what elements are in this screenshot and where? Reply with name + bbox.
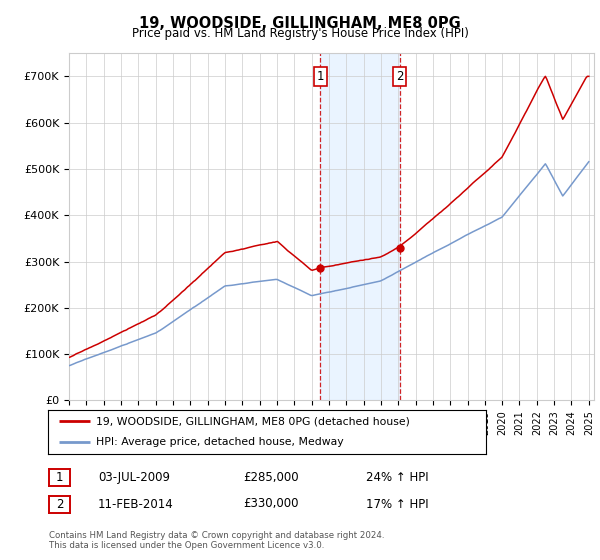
Text: 2: 2 [396, 70, 403, 83]
Text: 1: 1 [316, 70, 324, 83]
Text: 11-FEB-2014: 11-FEB-2014 [98, 497, 173, 511]
Text: 19, WOODSIDE, GILLINGHAM, ME8 0PG (detached house): 19, WOODSIDE, GILLINGHAM, ME8 0PG (detac… [96, 416, 410, 426]
Text: 1: 1 [56, 471, 64, 484]
Text: 17% ↑ HPI: 17% ↑ HPI [366, 497, 428, 511]
Text: 19, WOODSIDE, GILLINGHAM, ME8 0PG: 19, WOODSIDE, GILLINGHAM, ME8 0PG [139, 16, 461, 31]
Text: Price paid vs. HM Land Registry's House Price Index (HPI): Price paid vs. HM Land Registry's House … [131, 27, 469, 40]
Text: £330,000: £330,000 [243, 497, 299, 511]
Text: £285,000: £285,000 [243, 470, 299, 484]
Text: HPI: Average price, detached house, Medway: HPI: Average price, detached house, Medw… [96, 437, 344, 447]
Bar [320, 53, 400, 400]
Text: Contains HM Land Registry data © Crown copyright and database right 2024.
This d: Contains HM Land Registry data © Crown c… [49, 531, 385, 550]
Text: 2: 2 [56, 498, 64, 511]
Text: 03-JUL-2009: 03-JUL-2009 [98, 470, 170, 484]
Text: 24% ↑ HPI: 24% ↑ HPI [366, 470, 428, 484]
